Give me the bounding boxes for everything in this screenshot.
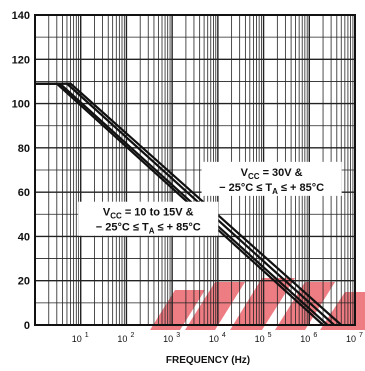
y-tick-label: 120 <box>12 54 30 66</box>
x-tick-label-exponent: 6 <box>313 332 317 339</box>
annotation-text-part: = 30V & <box>260 167 303 179</box>
x-tick-label: 10 <box>300 334 310 344</box>
x-tick-label: 10 <box>163 334 173 344</box>
x-tick-label-exponent: 4 <box>222 332 226 339</box>
x-tick-label: 10 <box>346 334 356 344</box>
annotation-subscript: CC <box>248 172 260 181</box>
y-tick-label: 60 <box>18 187 30 199</box>
x-tick-label: 10 <box>117 334 127 344</box>
annotation-text: VCC = 10 to 15V & <box>103 207 194 221</box>
annotation-subscript: CC <box>110 212 122 221</box>
y-tick-label: 140 <box>12 10 30 22</box>
watermark <box>150 278 365 330</box>
x-axis-label: FREQUENCY (Hz) <box>166 355 250 366</box>
annotation-text-part: V <box>103 207 111 219</box>
y-tick-label: 0 <box>24 320 30 332</box>
x-tick-label: 10 <box>209 334 219 344</box>
x-tick-label: 10 <box>255 334 265 344</box>
annotation-text-part: ≤ + 85°C <box>278 182 324 194</box>
series-line <box>35 82 342 325</box>
annotation-background <box>201 161 342 196</box>
annotation-text-part: ≤ + 85°C <box>154 222 200 234</box>
annotation-subscript: A <box>149 227 155 236</box>
x-tick-label-exponent: 7 <box>359 332 363 339</box>
y-tick-label: 20 <box>18 276 30 288</box>
annotation-text: VCC = 30V & <box>241 167 303 181</box>
x-tick-label-exponent: 1 <box>85 332 89 339</box>
annotation-text: − 25°C ≤ TA ≤ + 85°C <box>96 222 201 236</box>
annotation-text-part: − 25°C ≤ T <box>96 222 149 234</box>
annotation-text: − 25°C ≤ TA ≤ + 85°C <box>219 182 324 196</box>
y-tick-label: 100 <box>12 99 30 111</box>
y-tick-label: 80 <box>18 143 30 155</box>
annotation-text-part: V <box>241 167 249 179</box>
plot-frame <box>34 14 356 326</box>
annotation-text-part: − 25°C ≤ T <box>219 182 272 194</box>
series-lines <box>35 82 342 325</box>
annotation-text-part: = 10 to 15V & <box>122 207 194 219</box>
x-tick-label-exponent: 3 <box>176 332 180 339</box>
y-tick-label: 40 <box>18 231 30 243</box>
annotation-subscript: A <box>272 187 278 196</box>
x-tick-label: 10 <box>72 334 82 344</box>
annotation-background <box>78 201 219 236</box>
watermark-shape <box>230 278 295 330</box>
x-tick-label-exponent: 2 <box>130 332 134 339</box>
x-tick-label-exponent: 5 <box>268 332 272 339</box>
watermark-shape <box>150 290 205 330</box>
